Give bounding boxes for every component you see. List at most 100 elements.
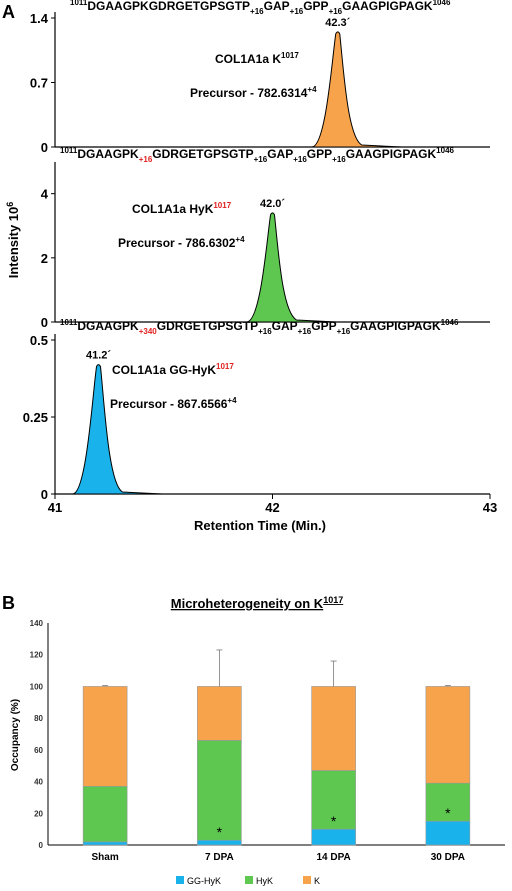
- panel-a: A Intensity 106 00.71.4 42.3´1011DGAAGPKG…: [2, 0, 497, 533]
- y-tick-label: 2: [41, 251, 48, 266]
- legend-swatch-gg-hyk: [176, 876, 184, 884]
- precursor-charge: +4: [235, 235, 245, 244]
- subplot-3: 0 0.25 0.5 41.2´ 1011DGAAGPK+340GDRGETGPSGTP…: [23, 318, 490, 502]
- y-tick-label: 4: [41, 187, 49, 202]
- y-tick-label: 40: [34, 778, 43, 787]
- category-label: 30 DPA: [431, 852, 465, 863]
- modification-mass: +16: [250, 7, 264, 16]
- legend-label: HyK: [256, 876, 273, 886]
- bar-segment-hyk: [82, 786, 128, 843]
- precursor-label: Precursor - 867.6566+4: [110, 396, 237, 411]
- precursor-mz: Precursor - 782.6314: [190, 86, 308, 100]
- panel-a-label: A: [2, 2, 15, 22]
- sequence-segment: GPP: [311, 319, 336, 333]
- sequence-segment: GPP: [303, 0, 328, 13]
- category-label: 7 DPA: [205, 852, 234, 863]
- peak-label: 41.2´: [86, 350, 111, 362]
- sequence-segment: GDRGETGPSGTP: [152, 147, 253, 161]
- sequence-segment: GAAGPIGPAGK: [346, 147, 437, 161]
- legend-label: GG-HyK: [187, 876, 221, 886]
- bar-group-3: * 30 DPA: [425, 685, 471, 863]
- sequence-segment: GDRGETGPSGTP: [157, 319, 258, 333]
- panel-b: B Microheterogeneity on K1017 Occupancy …: [2, 593, 505, 886]
- peak: [311, 31, 402, 148]
- modification-mass: +16: [254, 155, 268, 164]
- peptide-name: COL1A1a GG-HyK: [112, 363, 216, 377]
- sequence-segment: DGAAGPKGDRGETGPSGTP: [87, 0, 250, 13]
- sequence-segment: GAAGPIGPAGK: [350, 319, 441, 333]
- y-tick-label: 0.7: [30, 76, 48, 91]
- panel-a-x-axis: 41 42 43: [48, 494, 497, 515]
- modification-mass: +16: [293, 155, 307, 164]
- legend-swatch-k: [303, 876, 311, 884]
- significance-marker: *: [217, 824, 223, 840]
- sequence-start: 1011: [60, 318, 78, 327]
- panel-b-label: B: [2, 593, 15, 613]
- bar-segment-k: [311, 686, 356, 771]
- sequence-label: 1011DGAAGPK+340GDRGETGPSGTP+16GAP+16GPP+…: [60, 318, 459, 336]
- sequence-start: 1011: [70, 0, 88, 7]
- sequence-label: 1011DGAAGPK+16GDRGETGPSGTP+16GAP+16GPP+1…: [60, 146, 455, 164]
- x-tick-label: 41: [48, 500, 62, 515]
- panel-a-x-axis-label: Retention Time (Min.): [194, 518, 326, 533]
- category-label: 14 DPA: [316, 852, 350, 863]
- bar-group-1: * 7 DPA: [197, 649, 242, 863]
- peptide-label: COL1A1a K1017: [215, 51, 299, 66]
- x-tick-label: 43: [483, 500, 497, 515]
- precursor-mz: Precursor - 786.6302: [118, 236, 236, 250]
- y-tick-label: 0.5: [30, 333, 48, 348]
- modification-mass: +16: [329, 7, 343, 16]
- panel-a-y-axis-label: Intensity 106: [5, 202, 21, 279]
- y-tick-label: 80: [34, 714, 43, 723]
- bar-segment-k: [82, 686, 128, 787]
- y-tick-label: 120: [30, 651, 44, 660]
- modification-mass: +16: [332, 155, 346, 164]
- sequence-start: 1011: [60, 146, 78, 155]
- panel-b-y-axis-label: Occupancy (%): [10, 699, 21, 771]
- bar-chart-group: 0 20 40 60 80 100 120 140 Sham * 7 DPA * 14 DPA * 30 D…: [30, 619, 505, 863]
- peak-label: 42.0´: [260, 198, 285, 210]
- sequence-label: 1011DGAAGPKGDRGETGPSGTP+16GAP+16GPP+16GA…: [70, 0, 451, 16]
- category-label: Sham: [92, 852, 119, 863]
- sequence-end: 1046: [441, 318, 459, 327]
- y-tick-label: 140: [30, 619, 44, 628]
- subplot-1: 00.71.4 42.3´1011DGAAGPKGDRGETGPSGTP+16GA…: [30, 0, 490, 155]
- sequence-end: 1046: [436, 146, 454, 155]
- sequence-segment: GPP: [307, 147, 332, 161]
- precursor-charge: +4: [307, 85, 317, 94]
- y-tick-label: 0.25: [23, 410, 48, 425]
- bar-segment-gg-hyk: [82, 841, 128, 846]
- legend-label: K: [314, 876, 320, 886]
- y-tick-label: 60: [34, 746, 43, 755]
- sequence-segment: GAP: [272, 319, 298, 333]
- panel-b-title: Microheterogeneity on K1017: [171, 595, 343, 611]
- sequence-segment: DGAAGPK: [77, 147, 139, 161]
- precursor-charge: +4: [227, 396, 237, 405]
- bar-segment-hyk: [311, 770, 356, 830]
- precursor-label: Precursor - 782.6314+4: [190, 85, 317, 100]
- peptide-label: COL1A1a GG-HyK1017: [112, 362, 234, 377]
- peptide-site: 1017: [213, 201, 231, 210]
- sequence-segment: DGAAGPK: [77, 319, 139, 333]
- modification-mass: +16: [139, 155, 153, 164]
- peak: [72, 364, 163, 495]
- legend-swatch-hyk: [245, 876, 253, 884]
- bar-segment-gg-hyk: [425, 820, 471, 846]
- sequence-end: 1046: [433, 0, 451, 7]
- peak: [246, 212, 337, 323]
- bar-segment-hyk: [197, 740, 242, 841]
- y-tick-label: 0: [41, 140, 48, 155]
- bar-segment-k: [425, 686, 471, 784]
- peptide-label: COL1A1a HyK1017: [132, 201, 232, 216]
- sequence-segment: GAAGPIGPAGK: [342, 0, 433, 13]
- bar-group-2: * 14 DPA: [311, 660, 356, 863]
- subplots-group: 00.71.4 42.3´1011DGAAGPKGDRGETGPSGTP+16GA…: [23, 0, 490, 502]
- precursor-label: Precursor - 786.6302+4: [118, 235, 245, 250]
- precursor-mz: Precursor - 867.6566: [110, 397, 228, 411]
- peptide-site: 1017: [281, 51, 299, 60]
- bar-segment-gg-hyk: [197, 839, 242, 846]
- x-tick-label: 42: [265, 500, 279, 515]
- bar-group-0: Sham: [82, 685, 128, 863]
